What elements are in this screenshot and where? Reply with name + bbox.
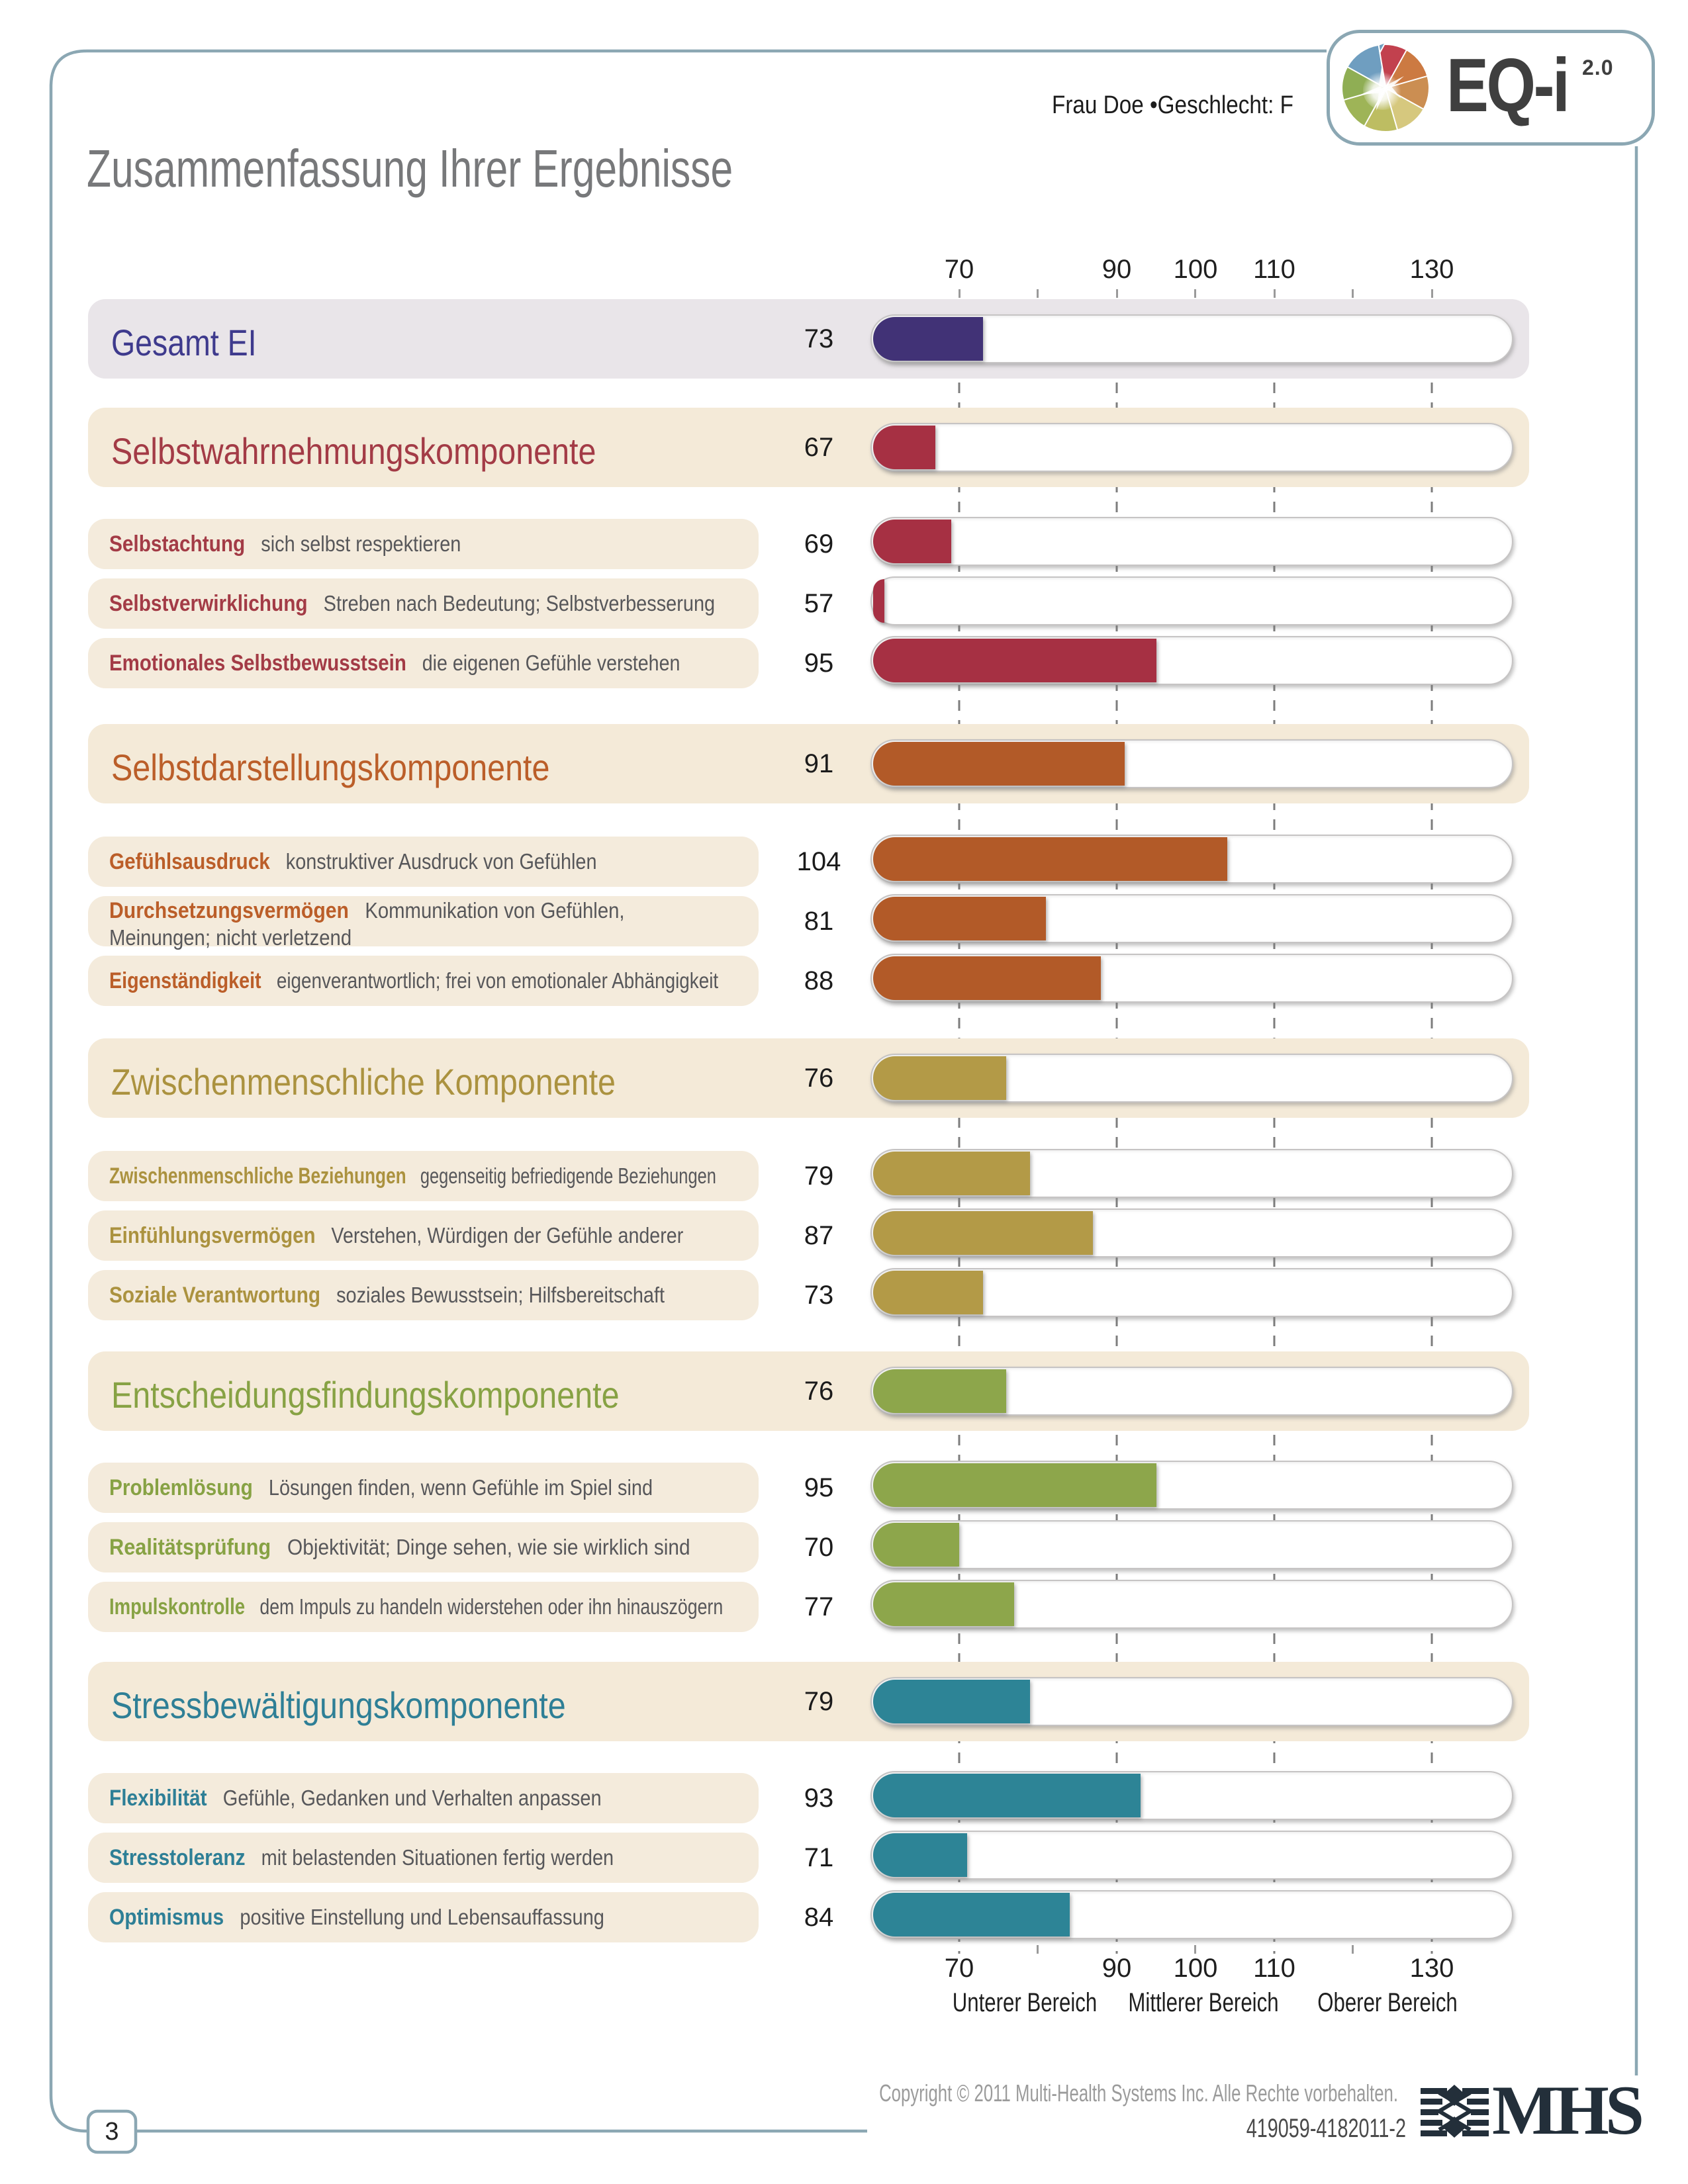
svg-text:MHS: MHS — [1492, 2085, 1644, 2139]
